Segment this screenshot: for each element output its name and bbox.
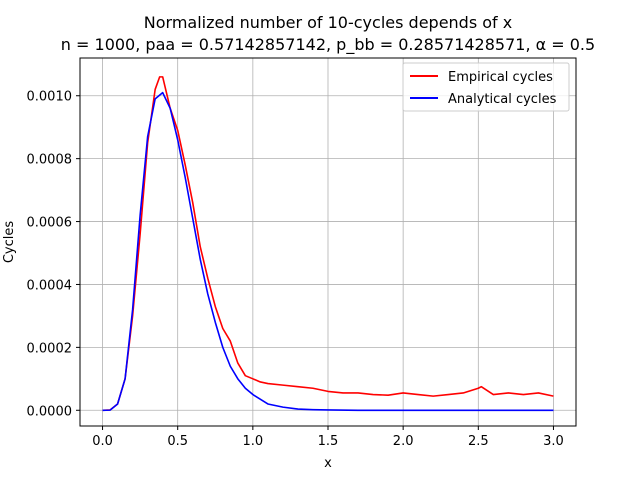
x-tick-label: 0.5	[167, 434, 188, 449]
y-tick-label: 0.0000	[27, 404, 73, 419]
plot-frame	[79, 57, 577, 427]
ticks: 0.0 0.5 1.0 1.5 2.0 2.5 3.0 0.0000 0.0002 0.0004 0…	[27, 90, 564, 449]
x-tick-label: 0.0	[92, 434, 113, 449]
y-tick-label: 0.0010	[27, 90, 73, 105]
empirical-series-line	[102, 76, 554, 412]
x-axis-label: x	[324, 456, 332, 471]
x-tick-label: 2.5	[468, 434, 489, 449]
chart-title-line2: n = 1000, paa = 0.57142857142, p_bb = 0.…	[61, 35, 595, 55]
series-group	[102, 76, 554, 412]
legend-label-empirical: Empirical cycles	[448, 70, 553, 85]
x-tick-label: 1.5	[318, 434, 339, 449]
x-tick-label: 1.0	[243, 434, 264, 449]
y-tick-label: 0.0006	[27, 216, 73, 231]
analytical-series-line	[102, 91, 554, 412]
chart-title-line1: Normalized number of 10-cycles depends o…	[144, 13, 512, 32]
grid	[80, 58, 576, 426]
legend-box	[402, 62, 570, 112]
x-tick-label: 3.0	[543, 434, 564, 449]
y-axis-label: Cycles	[2, 221, 17, 264]
legend: Empirical cycles Analytical cycles	[402, 62, 570, 112]
legend-label-analytical: Analytical cycles	[448, 92, 557, 107]
x-tick-label: 2.0	[393, 434, 414, 449]
y-tick-label: 0.0008	[27, 153, 73, 168]
y-tick-label: 0.0002	[27, 341, 73, 356]
y-tick-label: 0.0004	[27, 278, 73, 293]
